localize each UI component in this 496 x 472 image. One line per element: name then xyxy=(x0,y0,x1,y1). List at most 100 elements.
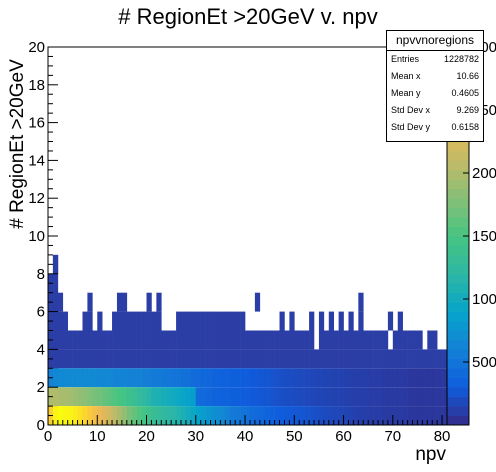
heatmap-cell xyxy=(289,368,295,388)
heatmap-cell xyxy=(274,406,280,425)
heatmap-cell xyxy=(333,406,339,425)
y-tick-label: 4 xyxy=(37,341,45,358)
heatmap-cell xyxy=(107,368,113,388)
heatmap-cell xyxy=(358,406,364,425)
heatmap-cell xyxy=(348,387,354,407)
heatmap-cell xyxy=(338,349,344,369)
y-tick-label: 8 xyxy=(37,266,45,283)
heatmap-cell xyxy=(92,349,98,369)
heatmap-cell xyxy=(417,387,423,407)
colorbar-segment xyxy=(447,311,469,322)
heatmap-cell xyxy=(215,349,221,369)
heatmap-cell xyxy=(116,406,123,425)
heatmap-cell xyxy=(279,387,285,407)
heatmap-cell xyxy=(264,349,270,369)
x-tick-label: 50 xyxy=(286,428,303,445)
stats-value: 1228782 xyxy=(443,54,479,64)
heatmap-cell xyxy=(62,368,69,388)
colorbar-tick-label: 500 xyxy=(472,354,496,371)
heatmap-cell xyxy=(52,292,59,312)
heatmap-cell xyxy=(309,330,315,350)
heatmap-cell xyxy=(57,368,64,388)
heatmap-cell xyxy=(126,387,133,407)
heatmap-cell xyxy=(274,349,280,369)
x-tick-label: 10 xyxy=(89,428,106,445)
heatmap-cell xyxy=(348,330,354,350)
heatmap-cell xyxy=(215,406,221,425)
heatmap-cell xyxy=(121,330,128,350)
heatmap-cell xyxy=(131,330,137,350)
heatmap-cell xyxy=(422,387,428,407)
heatmap-cell xyxy=(422,406,428,425)
stats-value: 0.6158 xyxy=(451,122,479,132)
heatmap-cell xyxy=(141,387,147,407)
heatmap-cell xyxy=(97,311,103,331)
stats-label: Mean x xyxy=(391,71,421,81)
heatmap-cell xyxy=(77,349,83,369)
heatmap-cell xyxy=(245,387,251,407)
heatmap-cell xyxy=(166,406,172,425)
stats-row: Std Dev x 9.269 xyxy=(387,102,483,119)
heatmap-cell xyxy=(171,349,177,369)
heatmap-cell xyxy=(348,349,354,369)
heatmap-cell xyxy=(185,406,192,425)
heatmap-cell xyxy=(412,330,418,350)
heatmap-cell xyxy=(442,368,448,388)
heatmap-cell xyxy=(52,406,59,425)
heatmap-cell xyxy=(67,406,73,425)
heatmap-cell xyxy=(72,387,78,407)
stats-value: 0.4605 xyxy=(451,88,479,98)
colorbar-segment xyxy=(447,283,469,293)
heatmap-cell xyxy=(358,387,364,407)
heatmap-cell xyxy=(328,368,335,388)
heatmap-cell xyxy=(230,349,236,369)
heatmap-cell xyxy=(264,387,270,407)
heatmap-cell xyxy=(52,387,59,407)
heatmap-cell xyxy=(156,349,162,369)
heatmap-cell xyxy=(304,387,310,407)
heatmap-cell xyxy=(264,330,270,350)
x-axis-label: npv xyxy=(415,444,446,465)
heatmap-cell xyxy=(102,387,108,407)
colorbar-segment xyxy=(447,160,469,171)
heatmap-cell xyxy=(52,349,59,369)
heatmap-cell xyxy=(116,349,123,369)
heatmap-cell xyxy=(373,387,379,407)
heatmap-cell xyxy=(146,349,152,369)
heatmap-cell xyxy=(107,349,113,369)
heatmap-cell xyxy=(412,368,418,388)
heatmap-cell xyxy=(200,311,206,331)
heatmap-cell xyxy=(82,349,88,369)
heatmap-cell xyxy=(220,406,226,425)
heatmap-cell xyxy=(67,368,73,388)
heatmap-cell xyxy=(245,368,251,388)
colorbar-tick-label: 1500 xyxy=(472,228,496,245)
heatmap-cell xyxy=(279,311,285,331)
heatmap-cell xyxy=(220,349,226,369)
heatmap-cell xyxy=(72,349,78,369)
heatmap-cell xyxy=(284,349,290,369)
heatmap-cell xyxy=(378,349,384,369)
heatmap-cell xyxy=(205,387,211,407)
colorbar-segment xyxy=(447,415,469,426)
heatmap-cell xyxy=(195,349,202,369)
heatmap-cell xyxy=(427,406,433,425)
heatmap-cell xyxy=(210,387,216,407)
heatmap-cell xyxy=(97,387,103,407)
heatmap-cell xyxy=(432,368,438,388)
heatmap-cell xyxy=(294,368,300,388)
y-tick-label: 12 xyxy=(28,190,45,207)
heatmap-cell xyxy=(121,368,128,388)
heatmap-cell xyxy=(77,406,83,425)
colorbar-segment xyxy=(447,226,469,237)
heatmap-cell xyxy=(62,406,69,425)
heatmap-cell xyxy=(181,349,187,369)
heatmap-cell xyxy=(279,349,285,369)
heatmap-cell xyxy=(161,406,167,425)
colorbar-segment xyxy=(447,292,469,303)
heatmap-cell xyxy=(126,330,133,350)
heatmap-cell xyxy=(392,387,399,407)
heatmap-cell xyxy=(437,368,443,388)
x-tick-label: 80 xyxy=(434,428,451,445)
heatmap-cell xyxy=(333,349,339,369)
